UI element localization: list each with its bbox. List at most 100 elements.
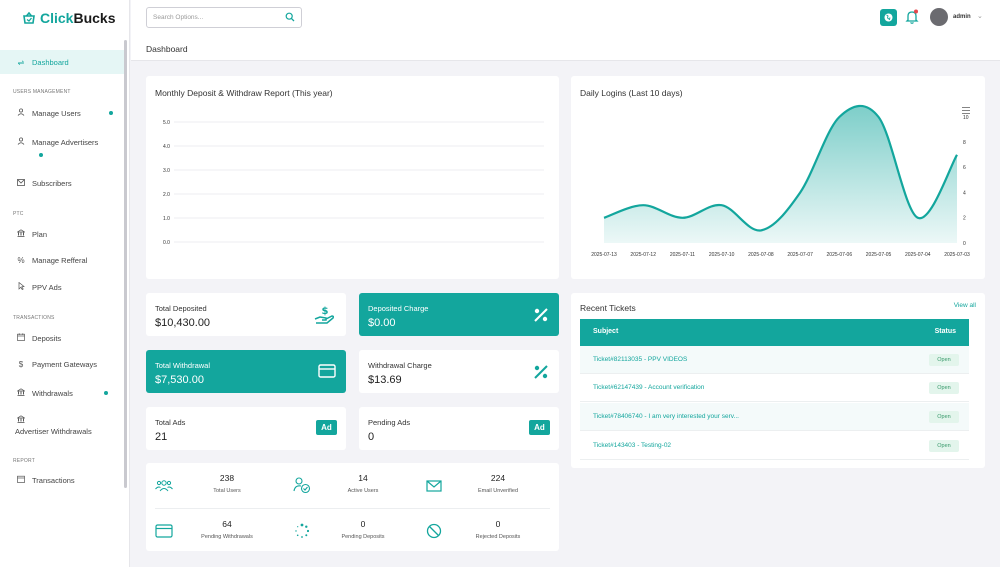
- sidebar-item-label: PPV Ads: [32, 282, 62, 292]
- stat-value: 238: [219, 473, 235, 483]
- stat-label: Total Users: [213, 488, 241, 494]
- stat-label: Email Unverified: [477, 488, 519, 494]
- sidebar-item-manage-refferal[interactable]: % Manage Refferal: [0, 256, 126, 265]
- y-tick-label: 8: [963, 140, 966, 146]
- sidebar-item-plan[interactable]: Plan: [0, 229, 126, 239]
- deposit-report-card: Monthly Deposit & Withdraw Report (This …: [146, 76, 559, 279]
- sidebar-item-ppv-ads[interactable]: PPV Ads: [0, 281, 126, 292]
- table-row[interactable]: Ticket#62147439 - Account verification O…: [580, 374, 969, 402]
- total-users-stat: 238 Total Users: [167, 473, 287, 494]
- deposited-charge-card: Deposited Charge $0.00: [359, 293, 559, 336]
- stat-label: Total Withdrawal: [155, 361, 211, 370]
- table-row[interactable]: Ticket#82113035 - PPV VIDEOS Open: [580, 346, 969, 374]
- sidebar-item-label: Manage Advertisers: [32, 137, 99, 147]
- stat-value: 0: [368, 431, 375, 443]
- sidebar: ClickBucks ⇌ Dashboard USERS MANAGEMENT …: [0, 0, 130, 567]
- ticket-subject-link[interactable]: Ticket#143403 - Testing-02: [593, 442, 672, 449]
- rejected-deposits-stat: 0 Rejected Deposits: [438, 519, 558, 540]
- sidebar-item-label: Transactions: [32, 475, 75, 485]
- y-tick-label: 2.0: [163, 192, 170, 198]
- pending-deposits-stat: 0 Pending Deposits: [303, 519, 423, 540]
- sidebar-item-label: Deposits: [32, 333, 62, 343]
- user-icon: [15, 137, 27, 147]
- status-badge: Open: [929, 382, 959, 394]
- chevron-down-icon[interactable]: ⌄: [977, 13, 983, 20]
- stat-value: $7,530.00: [155, 374, 204, 386]
- sidebar-item-deposits[interactable]: Deposits: [0, 333, 126, 343]
- search-icon[interactable]: [285, 12, 295, 22]
- search-input[interactable]: Search Options...: [146, 7, 302, 28]
- x-tick-label: 2025-07-08: [748, 252, 774, 258]
- sidebar-item-label: Withdrawals: [32, 388, 73, 398]
- x-tick-label: 2025-07-13: [591, 252, 617, 258]
- view-all-link[interactable]: View all: [953, 302, 976, 309]
- pending-withdrawals-stat: 64 Pending Withdrawals: [167, 519, 287, 540]
- status-badge: Open: [929, 440, 959, 452]
- percent-icon: [534, 308, 548, 322]
- sidebar-scrollbar[interactable]: [124, 40, 127, 488]
- daily-logins-title: Daily Logins (Last 10 days): [580, 88, 683, 98]
- pending-ads-card: Pending Ads 0 Ad: [359, 407, 559, 450]
- stat-label: Pending Ads: [368, 418, 411, 427]
- stat-value: 14: [358, 473, 368, 483]
- percent-icon: [534, 365, 548, 379]
- x-tick-label: 2025-07-11: [670, 252, 695, 258]
- logo[interactable]: ClickBucks: [22, 10, 116, 26]
- sidebar-item-transactions[interactable]: Transactions: [0, 475, 126, 485]
- ad-icon: Ad: [529, 420, 550, 435]
- user-name[interactable]: admin: [953, 14, 971, 20]
- bell-icon: [905, 9, 919, 24]
- sidebar-item-dashboard[interactable]: ⇌ Dashboard: [0, 50, 126, 74]
- daily-logins-chart: 10 8 6 4 2 0 2025-07-13 2025-07-12 2025-07-11 202…: [591, 104, 970, 258]
- language-button[interactable]: [880, 9, 897, 26]
- y-tick-label: 10: [963, 115, 969, 121]
- hand-money-icon: $: [314, 306, 335, 324]
- page-header: Dashboard: [131, 36, 1000, 61]
- recent-tickets-card: Recent Tickets View all Subject Status T…: [571, 293, 985, 468]
- user-stats-card: 238 Total Users 14 Active Users 224 Emai…: [146, 463, 559, 551]
- y-tick-label: 4.0: [163, 144, 170, 150]
- deposit-report-chart: 5.0 4.0 3.0 2.0 1.0 0.0: [163, 120, 544, 246]
- y-tick-label: 4: [963, 190, 966, 196]
- deposit-report-title: Monthly Deposit & Withdraw Report (This …: [155, 88, 333, 98]
- logo-prefix: Click: [40, 10, 74, 26]
- sidebar-section-transactions: TRANSACTIONS: [13, 315, 55, 321]
- user-icon: [15, 108, 27, 118]
- bank-icon: [15, 388, 27, 398]
- ticket-subject-link[interactable]: Ticket#78406740 - I am very interested y…: [593, 413, 739, 420]
- dollar-icon: $: [18, 360, 24, 369]
- chart-menu-icon[interactable]: [961, 106, 971, 115]
- sidebar-item-withdrawals[interactable]: Withdrawals: [0, 388, 126, 398]
- status-badge: Open: [929, 354, 959, 366]
- sidebar-item-manage-users[interactable]: Manage Users: [0, 108, 126, 118]
- y-tick-label: 6: [963, 165, 966, 171]
- search-placeholder: Search Options...: [153, 14, 204, 21]
- notification-button[interactable]: [905, 9, 919, 30]
- sidebar-item-subscribers[interactable]: Subscribers: [0, 179, 126, 188]
- stat-value: $13.69: [368, 374, 402, 386]
- x-tick-label: 2025-07-04: [905, 252, 931, 258]
- table-row[interactable]: Ticket#143403 - Testing-02 Open: [580, 432, 969, 460]
- sidebar-item-advertiser-withdrawals[interactable]: Advertiser Withdrawals: [0, 415, 126, 436]
- users-group-icon: [155, 480, 173, 492]
- y-tick-label: 3.0: [163, 168, 170, 174]
- status-badge: Open: [929, 411, 959, 423]
- logo-icon: [23, 11, 35, 24]
- x-tick-label: 2025-07-12: [630, 252, 656, 258]
- active-users-stat: 14 Active Users: [303, 473, 423, 494]
- sidebar-item-manage-advertisers[interactable]: Manage Advertisers: [0, 137, 126, 147]
- stat-label: Total Ads: [155, 418, 186, 427]
- table-row[interactable]: Ticket#78406740 - I am very interested y…: [580, 403, 969, 431]
- notification-dot: [104, 391, 108, 395]
- page-title: Dashboard: [146, 44, 188, 54]
- avatar[interactable]: [930, 8, 948, 26]
- ticket-subject-link[interactable]: Ticket#82113035 - PPV VIDEOS: [593, 356, 688, 363]
- sidebar-section-report: REPORT: [13, 458, 35, 464]
- stat-label: Deposited Charge: [368, 304, 429, 313]
- ticket-subject-link[interactable]: Ticket#62147439 - Account verification: [593, 384, 705, 391]
- column-status: Status: [934, 328, 956, 335]
- mail-icon: [15, 179, 27, 188]
- mail-icon: [426, 480, 442, 492]
- sidebar-item-payment-gateways[interactable]: $ Payment Gateways: [0, 360, 126, 369]
- y-tick-label: 0: [963, 241, 966, 247]
